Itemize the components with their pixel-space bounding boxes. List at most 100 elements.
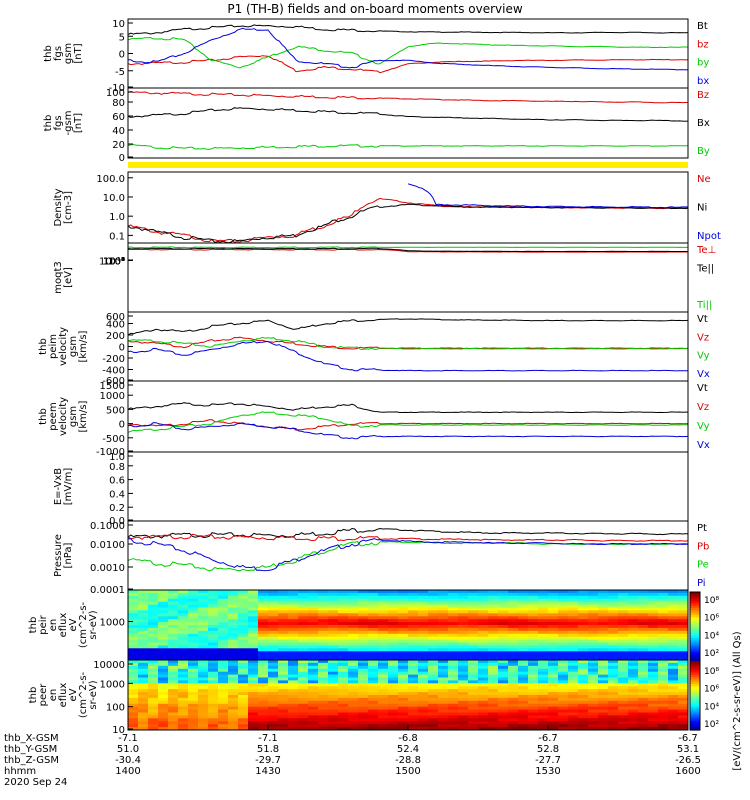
heatmap-cell: [578, 721, 589, 725]
ylabel-line: moqt3: [53, 261, 64, 294]
colorbar-cell: [690, 661, 700, 664]
heatmap-cell: [238, 703, 249, 708]
series-line-Pe: [127, 541, 689, 572]
heatmap-cell: [278, 604, 289, 608]
heatmap-cell: [408, 598, 419, 603]
heatmap-cell: [468, 706, 479, 711]
heatmap-cell: [518, 607, 529, 611]
heatmap-cell: [178, 668, 189, 673]
heatmap-cell: [288, 660, 299, 664]
heatmap-cell: [198, 721, 209, 725]
heatmap-cell: [608, 712, 619, 716]
heatmap-cell: [148, 613, 159, 617]
heatmap-cell: [308, 648, 319, 652]
heatmap-cell: [258, 607, 269, 611]
heatmap-cell: [578, 686, 589, 690]
heatmap-cell: [558, 619, 569, 623]
heatmap-cell: [478, 622, 489, 626]
heatmap-cell: [468, 721, 479, 725]
heatmap-cell: [548, 648, 559, 652]
heatmap-cell: [318, 715, 329, 719]
heatmap-cell: [438, 610, 449, 614]
heatmap-cell: [308, 642, 319, 646]
heatmap-cell: [158, 627, 169, 632]
heatmap-cell: [538, 601, 549, 606]
heatmap-cell: [598, 724, 609, 728]
heatmap-cell: [468, 662, 479, 667]
heatmap-cell: [198, 633, 209, 638]
heatmap-cell: [638, 630, 649, 635]
heatmap-cell: [608, 721, 619, 725]
ytick-label: 400: [106, 320, 125, 331]
heatmap-cell: [548, 700, 559, 705]
heatmap-cell: [438, 700, 449, 705]
heatmap-cell: [228, 654, 239, 658]
heatmap-cell: [638, 724, 649, 728]
heatmap-cell: [508, 712, 519, 716]
heatmap-cell: [498, 706, 509, 711]
heatmap-cell: [658, 677, 669, 681]
heatmap-cell: [398, 727, 409, 731]
heatmap-cell: [658, 657, 669, 661]
heatmap-cell: [198, 718, 209, 722]
heatmap-cell: [558, 721, 569, 725]
heatmap-cell: [348, 598, 359, 603]
heatmap-cell: [248, 642, 259, 646]
heatmap-cell: [588, 709, 599, 713]
heatmap-cell: [218, 677, 229, 681]
heatmap-cell: [418, 727, 429, 731]
heatmap-cell: [238, 721, 249, 725]
heatmap-cell: [548, 630, 559, 635]
heatmap-cell: [568, 630, 579, 635]
heatmap-cell: [228, 692, 239, 696]
heatmap-cell: [208, 639, 219, 643]
heatmap-cell: [178, 642, 189, 646]
heatmap-cell: [398, 639, 409, 643]
heatmap-cell: [268, 677, 279, 681]
heatmap-cell: [338, 665, 349, 670]
heatmap-cell: [578, 718, 589, 722]
heatmap-cell: [478, 604, 489, 608]
heatmap-cell: [598, 590, 609, 594]
heatmap-cell: [318, 598, 329, 603]
heatmap-cell: [318, 692, 329, 696]
heatmap-cell: [158, 692, 169, 696]
heatmap-cell: [428, 703, 439, 708]
heatmap-cell: [528, 633, 539, 638]
heatmap-cell: [278, 677, 289, 681]
heatmap-cell: [318, 613, 329, 617]
heatmap-cell: [398, 671, 409, 676]
heatmap-cell: [638, 598, 649, 603]
heatmap-cell: [438, 654, 449, 658]
colorbar-cell: [690, 672, 700, 676]
heatmap-cell: [618, 639, 629, 643]
heatmap-cell: [398, 721, 409, 725]
heatmap-cell: [488, 724, 499, 728]
heatmap-cell: [148, 677, 159, 681]
heatmap-cell: [338, 604, 349, 608]
heatmap-cell: [318, 625, 329, 629]
heatmap-cell: [448, 715, 459, 719]
heatmap-cell: [628, 619, 639, 623]
heatmap-cell: [628, 633, 639, 638]
xtick-label: 1500: [395, 766, 420, 777]
heatmap-cell: [668, 709, 679, 713]
heatmap-cell: [408, 625, 419, 629]
heatmap-cell: [428, 590, 439, 594]
heatmap-cell: [478, 709, 489, 713]
heatmap-cell: [158, 677, 169, 681]
heatmap-cell: [238, 683, 249, 687]
heatmap-cell: [508, 633, 519, 638]
heatmap-cell: [268, 703, 279, 708]
heatmap-cell: [128, 700, 139, 705]
heatmap-cell: [198, 697, 209, 702]
colorbar-cell: [690, 610, 700, 614]
heatmap-cell: [438, 613, 449, 617]
heatmap-cell: [488, 677, 499, 681]
heatmap-cell: [408, 601, 419, 606]
heatmap-cell: [578, 619, 589, 623]
heatmap-cell: [298, 671, 309, 676]
heatmap-cell: [448, 625, 459, 629]
heatmap-cell: [418, 627, 429, 632]
heatmap-cell: [218, 654, 229, 658]
